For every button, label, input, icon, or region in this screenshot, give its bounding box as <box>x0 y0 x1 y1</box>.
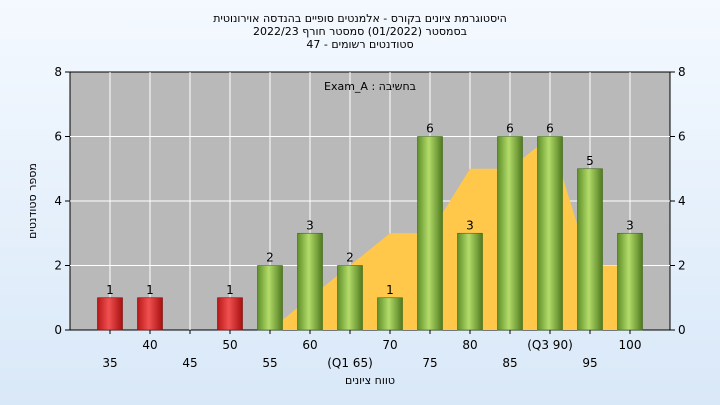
y-tick-label-right: 6 <box>678 130 686 144</box>
y-tick-label-left: 2 <box>54 259 62 273</box>
x-axis-title: טווח ציונים <box>345 374 395 387</box>
value-label-90: 6 <box>546 122 554 136</box>
y-tick-label-right: 2 <box>678 259 686 273</box>
x-tick-label-lower: (Q1 65) <box>327 356 373 370</box>
x-tick-label-lower: 35 <box>102 356 117 370</box>
chart-title-line-1: היסטוגרמת ציונים בקורס - אלמנטים סופיים … <box>213 12 507 25</box>
y-tick-label-left: 8 <box>54 65 62 79</box>
bar-80 <box>457 232 483 331</box>
bar-85 <box>497 136 523 331</box>
chart-title-line-2: בסמסטר (01/2022) סמסטר חורף 2022/23 <box>253 25 467 38</box>
bar-90 <box>537 136 563 331</box>
chart-title-line-3: סטודנטים רשומים - 47 <box>306 38 414 51</box>
bar-40 <box>137 297 163 331</box>
value-label-65: 2 <box>346 251 354 265</box>
value-label-60: 3 <box>306 218 314 232</box>
bar-70 <box>377 297 403 331</box>
x-tick-label-lower: 75 <box>422 356 437 370</box>
bar-50 <box>217 297 243 331</box>
value-label-100: 3 <box>626 218 634 232</box>
x-tick-label-lower: 55 <box>262 356 277 370</box>
bar-100 <box>617 232 643 331</box>
x-tick-label-lower: 45 <box>182 356 197 370</box>
value-label-70: 1 <box>386 283 394 297</box>
bar-layer <box>97 136 643 331</box>
value-label-40: 1 <box>146 283 154 297</box>
y-tick-label-left: 0 <box>54 323 62 337</box>
bar-55 <box>257 265 283 331</box>
x-tick-label-upper: 100 <box>619 338 642 352</box>
legend-text: Exam_A : בחשיבה <box>324 80 416 93</box>
x-tick-label-upper: 40 <box>142 338 157 352</box>
x-tick-label-upper: 60 <box>302 338 317 352</box>
y-tick-label-left: 6 <box>54 130 62 144</box>
bar-95 <box>577 168 603 331</box>
y-tick-label-right: 8 <box>678 65 686 79</box>
x-tick-label-lower: 95 <box>582 356 597 370</box>
y-tick-label-right: 0 <box>678 323 686 337</box>
value-label-50: 1 <box>226 283 234 297</box>
value-label-95: 5 <box>586 154 594 168</box>
value-label-75: 6 <box>426 122 434 136</box>
x-tick-label-upper: 80 <box>462 338 477 352</box>
bar-60 <box>297 232 323 331</box>
bar-35 <box>97 297 123 331</box>
y-axis-title: מספר סטודנטים <box>26 163 39 239</box>
y-tick-label-right: 4 <box>678 194 686 208</box>
value-label-35: 1 <box>106 283 114 297</box>
x-tick-label-lower: 85 <box>502 356 517 370</box>
value-label-80: 3 <box>466 218 474 232</box>
x-tick-label-upper: 50 <box>222 338 237 352</box>
x-tick-label-upper: (Q3 90) <box>527 338 573 352</box>
bar-75 <box>417 136 443 331</box>
bar-65 <box>337 265 363 331</box>
x-tick-label-upper: 70 <box>382 338 397 352</box>
value-label-85: 6 <box>506 122 514 136</box>
value-label-55: 2 <box>266 251 274 265</box>
label-layer: 1 1 1 2 3 2 1 6 3 6 6 5 3 <box>106 122 634 297</box>
y-tick-label-left: 4 <box>54 194 62 208</box>
